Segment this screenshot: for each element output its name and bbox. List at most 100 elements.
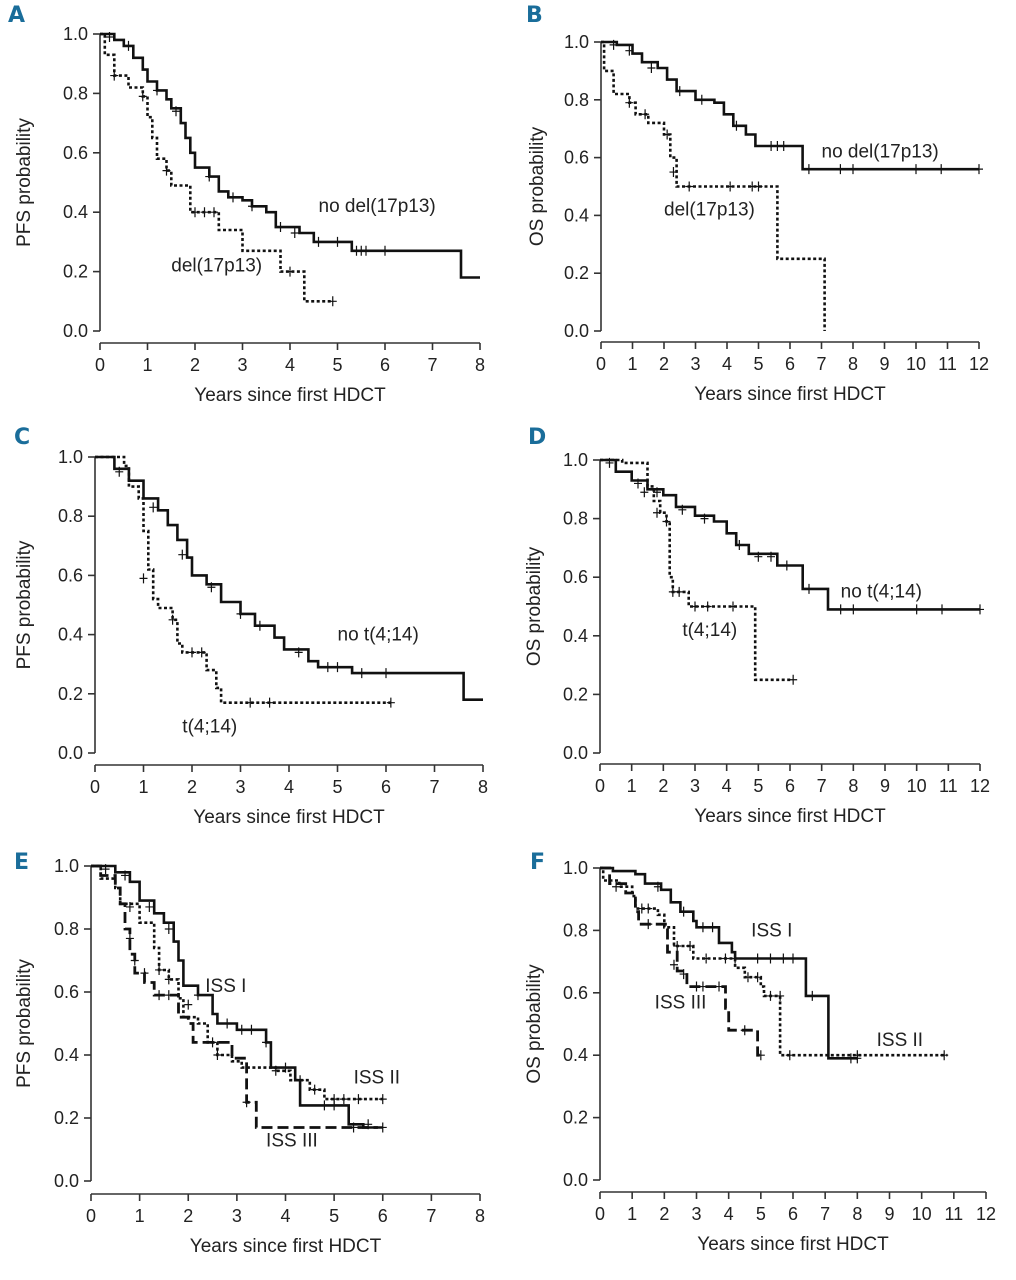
curve-label: no t(4;14) xyxy=(338,625,419,646)
x-axis-title: Years since first HDCT xyxy=(694,806,886,827)
x-tick-label: 5 xyxy=(332,777,342,797)
censor-mark xyxy=(115,466,124,477)
censor-mark xyxy=(912,604,921,615)
censor-mark xyxy=(698,922,707,933)
censor-mark xyxy=(767,551,775,562)
x-tick-label: 12 xyxy=(976,1204,996,1224)
censor-mark xyxy=(937,164,946,175)
y-tick-label: 0.6 xyxy=(563,567,588,587)
censor-mark xyxy=(673,941,682,951)
x-tick-label: 0 xyxy=(90,777,100,797)
censor-mark xyxy=(708,922,717,933)
censor-mark xyxy=(130,955,139,966)
panel-letter: F xyxy=(530,850,545,875)
x-axis-title: Years since first HDCT xyxy=(697,1234,889,1255)
censor-mark xyxy=(640,487,649,498)
censor-mark xyxy=(330,1094,339,1105)
panel-E: E 0.0 0.2 0.4 0.6 0.8 1.0 PFS probability 0 1 2 3 4 5… xyxy=(14,850,485,1257)
y-tick-label: 0.2 xyxy=(564,263,589,283)
censor-mark xyxy=(686,941,695,951)
censor-mark xyxy=(125,901,134,912)
curve-label: no del(17p13) xyxy=(319,196,436,217)
censor-mark xyxy=(271,1065,280,1076)
y-tick-label: 0.4 xyxy=(63,202,88,222)
x-tick-label: 4 xyxy=(285,355,295,375)
censor-mark xyxy=(362,245,370,256)
censor-mark xyxy=(145,901,154,912)
censor-mark xyxy=(663,129,672,140)
censor-mark xyxy=(975,164,983,175)
km-curve-no-t-4-14- xyxy=(600,458,980,611)
y-tick-label: 1.0 xyxy=(54,856,79,876)
censor-mark xyxy=(101,864,110,875)
censor-mark xyxy=(849,164,857,175)
x-tick-label: 11 xyxy=(944,1204,963,1224)
x-tick-label: 5 xyxy=(753,776,763,796)
censor-mark xyxy=(753,972,762,983)
censor-mark xyxy=(223,1018,232,1029)
censor-mark xyxy=(328,296,337,307)
y-tick-label: 0.8 xyxy=(563,509,588,529)
censor-mark xyxy=(229,192,237,203)
censor-mark xyxy=(349,1122,358,1133)
y-tick-label: 0.6 xyxy=(54,982,79,1002)
x-tick-label: 11 xyxy=(938,354,957,374)
y-tick-label: 0.6 xyxy=(563,983,588,1003)
censor-mark xyxy=(782,560,791,571)
censor-mark xyxy=(207,582,216,593)
x-tick-label: 2 xyxy=(659,1204,669,1224)
censor-mark xyxy=(836,604,845,615)
x-tick-label: 5 xyxy=(329,1206,339,1226)
x-tick-label: 3 xyxy=(690,776,700,796)
km-curve-del-17p13- xyxy=(100,32,333,303)
censor-mark xyxy=(766,990,775,1001)
x-tick-label: 7 xyxy=(820,1204,830,1224)
x-tick-label: 0 xyxy=(596,354,606,374)
x-tick-label: 10 xyxy=(906,354,926,374)
censor-mark xyxy=(281,1062,290,1073)
x-tick-label: 1 xyxy=(138,777,148,797)
censor-mark xyxy=(779,953,788,964)
x-tick-label: 4 xyxy=(280,1206,290,1226)
y-tick-label: 0.6 xyxy=(564,148,589,168)
y-tick-label: 1.0 xyxy=(564,32,589,52)
y-axis-title: PFS probability xyxy=(14,959,35,1088)
curve-label: ISS I xyxy=(751,921,792,942)
x-tick-label: 6 xyxy=(380,355,390,375)
x-axis-title: Years since first HDCT xyxy=(193,807,385,828)
x-tick-label: 2 xyxy=(187,777,197,797)
censor-mark xyxy=(653,487,661,498)
curve-label: ISS II xyxy=(877,1030,923,1051)
km-curve-no-del-17p13- xyxy=(601,40,979,171)
x-tick-label: 6 xyxy=(378,1206,388,1226)
censor-mark xyxy=(193,990,202,1001)
censor-mark xyxy=(378,1094,387,1105)
censor-mark xyxy=(262,1037,271,1048)
x-tick-label: 7 xyxy=(817,776,827,796)
x-tick-label: 12 xyxy=(970,776,990,796)
censor-mark xyxy=(310,1084,319,1095)
censor-mark xyxy=(197,647,206,658)
x-tick-label: 4 xyxy=(284,777,294,797)
x-tick-label: 1 xyxy=(142,355,152,375)
curve-label: ISS I xyxy=(205,976,246,997)
censor-mark xyxy=(721,953,730,964)
censor-mark xyxy=(691,601,699,612)
censor-mark xyxy=(164,924,173,934)
censor-mark xyxy=(381,245,389,256)
curve-label: no t(4;14) xyxy=(841,582,922,603)
x-tick-label: 1 xyxy=(627,776,637,796)
y-axis-title: PFS probability xyxy=(14,540,35,669)
y-tick-label: 0.4 xyxy=(54,1045,79,1065)
y-tick-label: 0.8 xyxy=(563,920,588,940)
x-tick-label: 3 xyxy=(232,1206,242,1226)
censor-mark xyxy=(641,109,650,120)
censor-mark xyxy=(715,981,724,992)
censor-mark xyxy=(276,222,285,233)
km-curve-iss-iii xyxy=(600,866,761,1057)
y-tick-label: 0.8 xyxy=(54,919,79,939)
x-tick-label: 0 xyxy=(86,1206,96,1226)
censor-mark xyxy=(314,236,323,247)
x-tick-label: 6 xyxy=(381,777,391,797)
